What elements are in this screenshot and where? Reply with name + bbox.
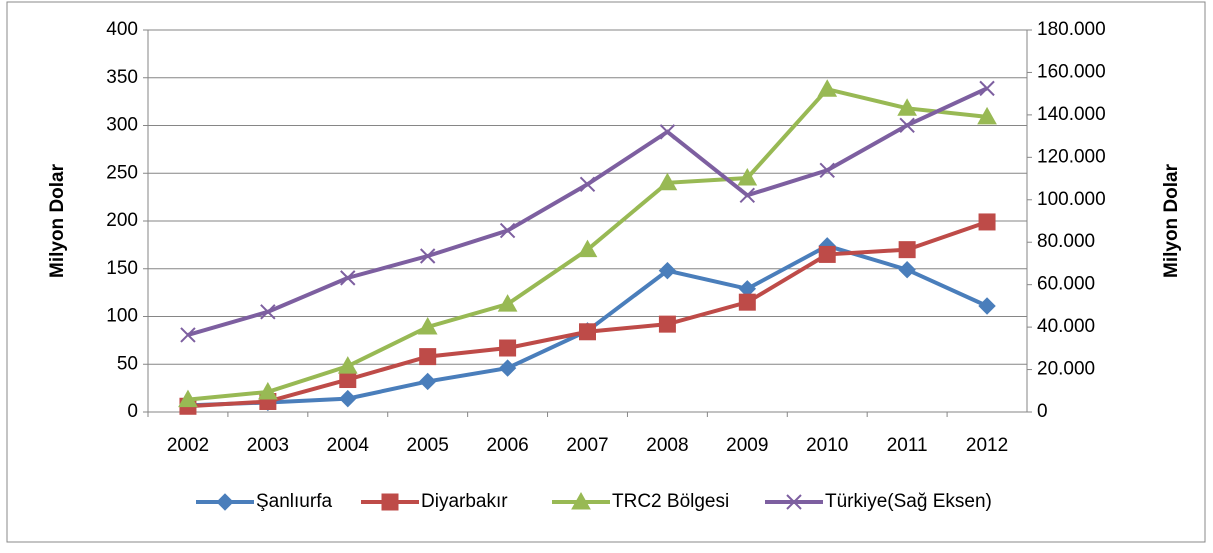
x-tick-label: 2003 [247,435,289,456]
y-tick-label: 50 [117,353,138,374]
data-point [419,248,436,264]
legend-label: Diyarbakır [421,491,508,512]
y2-axis-title: Milyon Dolar [1161,163,1182,278]
y2-tick-label: 20.000 [1037,359,1095,380]
y2-tick-label: 140.000 [1037,104,1106,125]
y2-tick-label: 120.000 [1037,146,1106,167]
data-point [659,124,676,140]
y-tick-label: 0 [127,401,138,422]
data-point [579,323,596,341]
x-tick-label: 2005 [407,435,449,456]
legend-label: TRC2 Bölgesi [612,491,729,512]
y2-tick-label: 160.000 [1037,61,1106,82]
data-point [180,327,196,343]
data-point [819,162,835,178]
y2-tick-label: 60.000 [1037,274,1095,295]
data-point [579,176,596,192]
y-tick-label: 150 [106,258,138,279]
x-tick-label: 2007 [566,435,608,456]
y-tick-label: 250 [106,162,138,183]
data-point [897,98,917,116]
y-tick-label: 300 [106,115,138,136]
data-point [898,241,916,259]
data-point [738,293,756,311]
y2-tick-label: 100.000 [1037,189,1106,210]
legend-marker [571,491,591,510]
y2-tick-label: 180.000 [1037,19,1106,40]
y-tick-label: 100 [106,306,138,327]
x-tick-label: 2010 [806,435,848,456]
x-tick-label: 2004 [327,435,370,456]
data-point [340,270,356,286]
data-point [978,213,996,231]
data-point [497,294,518,312]
data-point [258,381,278,400]
y-tick-label: 200 [106,210,138,231]
legend-marker [216,493,234,511]
legend-label: Şanlıurfa [256,491,332,512]
data-point [818,245,836,263]
data-point [737,168,758,186]
data-point [339,371,357,389]
y2-tick-label: 80.000 [1037,231,1095,252]
data-point [498,359,517,377]
y-tick-label: 350 [106,67,138,88]
chart-border [6,1,1206,543]
data-point [658,261,677,280]
data-point [499,339,517,357]
x-tick-label: 2002 [167,435,209,456]
y2-tick-label: 40.000 [1037,316,1095,337]
data-point [739,187,756,204]
data-point [898,260,916,279]
data-point [178,389,198,408]
data-point [658,315,676,333]
x-tick-label: 2012 [966,435,1008,456]
data-point [817,79,838,97]
data-point [339,389,357,408]
data-point [418,372,437,391]
legend-label: Türkiye(Sağ Eksen) [825,491,992,512]
data-point [337,356,358,374]
data-point [260,304,276,320]
data-point [979,80,995,97]
data-point [657,172,678,191]
y-axis-title: Milyon Dolar [47,163,68,278]
data-point [499,222,516,239]
data-point [419,348,437,366]
data-point [899,117,915,133]
y-tick-label: 400 [106,19,138,40]
x-tick-label: 2006 [486,435,528,456]
x-tick-label: 2009 [726,435,768,456]
x-tick-label: 2011 [887,435,928,456]
y2-tick-label: 0 [1037,401,1048,422]
legend-marker [786,494,802,510]
data-point [977,106,997,125]
x-tick-label: 2008 [646,435,688,456]
data-point [577,239,598,258]
data-point [978,297,996,315]
legend-marker [381,493,399,511]
data-point [417,316,438,335]
